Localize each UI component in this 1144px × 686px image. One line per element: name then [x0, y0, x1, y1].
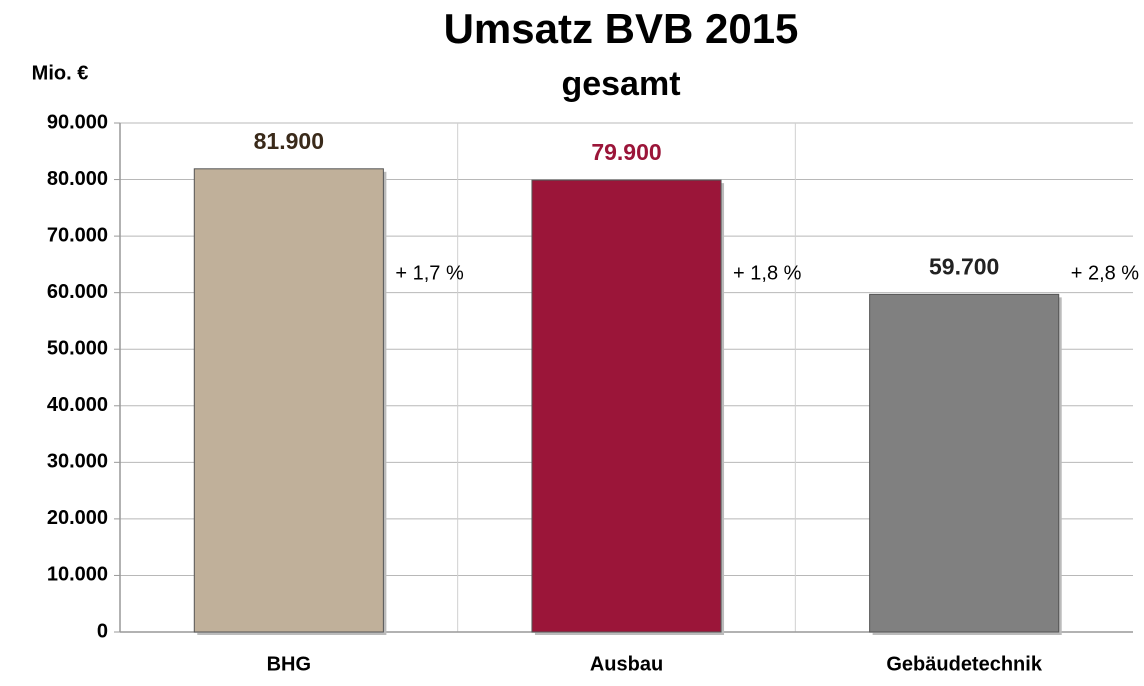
growth-annotation: + 1,7 % [395, 262, 464, 284]
y-tick-label: 30.000 [47, 451, 108, 473]
y-tick-label: 50.000 [47, 338, 108, 360]
data-label: 79.900 [591, 139, 661, 165]
bar [869, 293, 1060, 633]
y-tick-label: 60.000 [47, 281, 108, 303]
y-tick-label: 40.000 [47, 394, 108, 416]
x-tick-label: BHG [267, 653, 311, 675]
y-tick-label: 90.000 [47, 111, 108, 133]
data-label: 59.700 [929, 253, 999, 279]
y-axis-label: Mio. € [32, 62, 89, 84]
data-label: 81.900 [254, 128, 324, 154]
y-tick-label: 20.000 [47, 507, 108, 529]
x-tick-label: Gebäudetechnik [886, 653, 1042, 675]
growth-annotation: + 2,8 % [1071, 262, 1140, 284]
x-tick-label: Ausbau [590, 653, 663, 675]
y-tick-label: 80.000 [47, 168, 108, 190]
y-tick-label: 70.000 [47, 224, 108, 246]
y-tick-label: 10.000 [47, 564, 108, 586]
chart-subtitle: gesamt [561, 65, 680, 103]
bar [531, 179, 722, 633]
growth-annotation: + 1,8 % [733, 262, 802, 284]
chart-title: Umsatz BVB 2015 [444, 5, 799, 52]
bar [193, 168, 384, 633]
y-tick-label: 0 [97, 620, 108, 642]
